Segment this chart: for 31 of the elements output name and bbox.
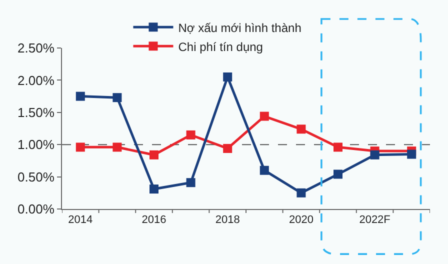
point — [112, 142, 122, 152]
y-tick-label: 1.50% — [18, 104, 55, 120]
y-tick-label: 2.50% — [18, 40, 55, 56]
point — [260, 112, 269, 121]
point — [112, 93, 122, 102]
point — [334, 142, 342, 152]
y-tick-label: 1.00% — [18, 137, 55, 152]
y-tick-label: 2.00% — [18, 72, 55, 88]
point — [223, 72, 232, 82]
point — [223, 144, 232, 153]
point — [334, 170, 342, 179]
x-tick-label: 2020 — [288, 214, 314, 226]
legend-label: Chi phí tín dụng — [178, 40, 263, 54]
x-tick-label: 2014 — [68, 214, 93, 226]
point — [150, 184, 158, 194]
point — [260, 166, 269, 175]
point — [150, 150, 158, 160]
point — [370, 150, 380, 160]
point — [296, 124, 306, 134]
y-tick-label: 0.50% — [18, 169, 55, 184]
point — [407, 150, 416, 159]
y-tick-label: 0.00% — [18, 202, 55, 217]
x-tick-label: 2016 — [142, 214, 166, 226]
legend-label: Nợ xấu mới hình thành — [178, 20, 302, 35]
point — [186, 130, 196, 140]
point — [76, 92, 85, 101]
point — [296, 188, 306, 198]
x-tick-label: 2018 — [215, 214, 240, 226]
point — [76, 142, 85, 152]
point — [186, 178, 196, 188]
x-tick-label: 2022F — [359, 214, 391, 226]
